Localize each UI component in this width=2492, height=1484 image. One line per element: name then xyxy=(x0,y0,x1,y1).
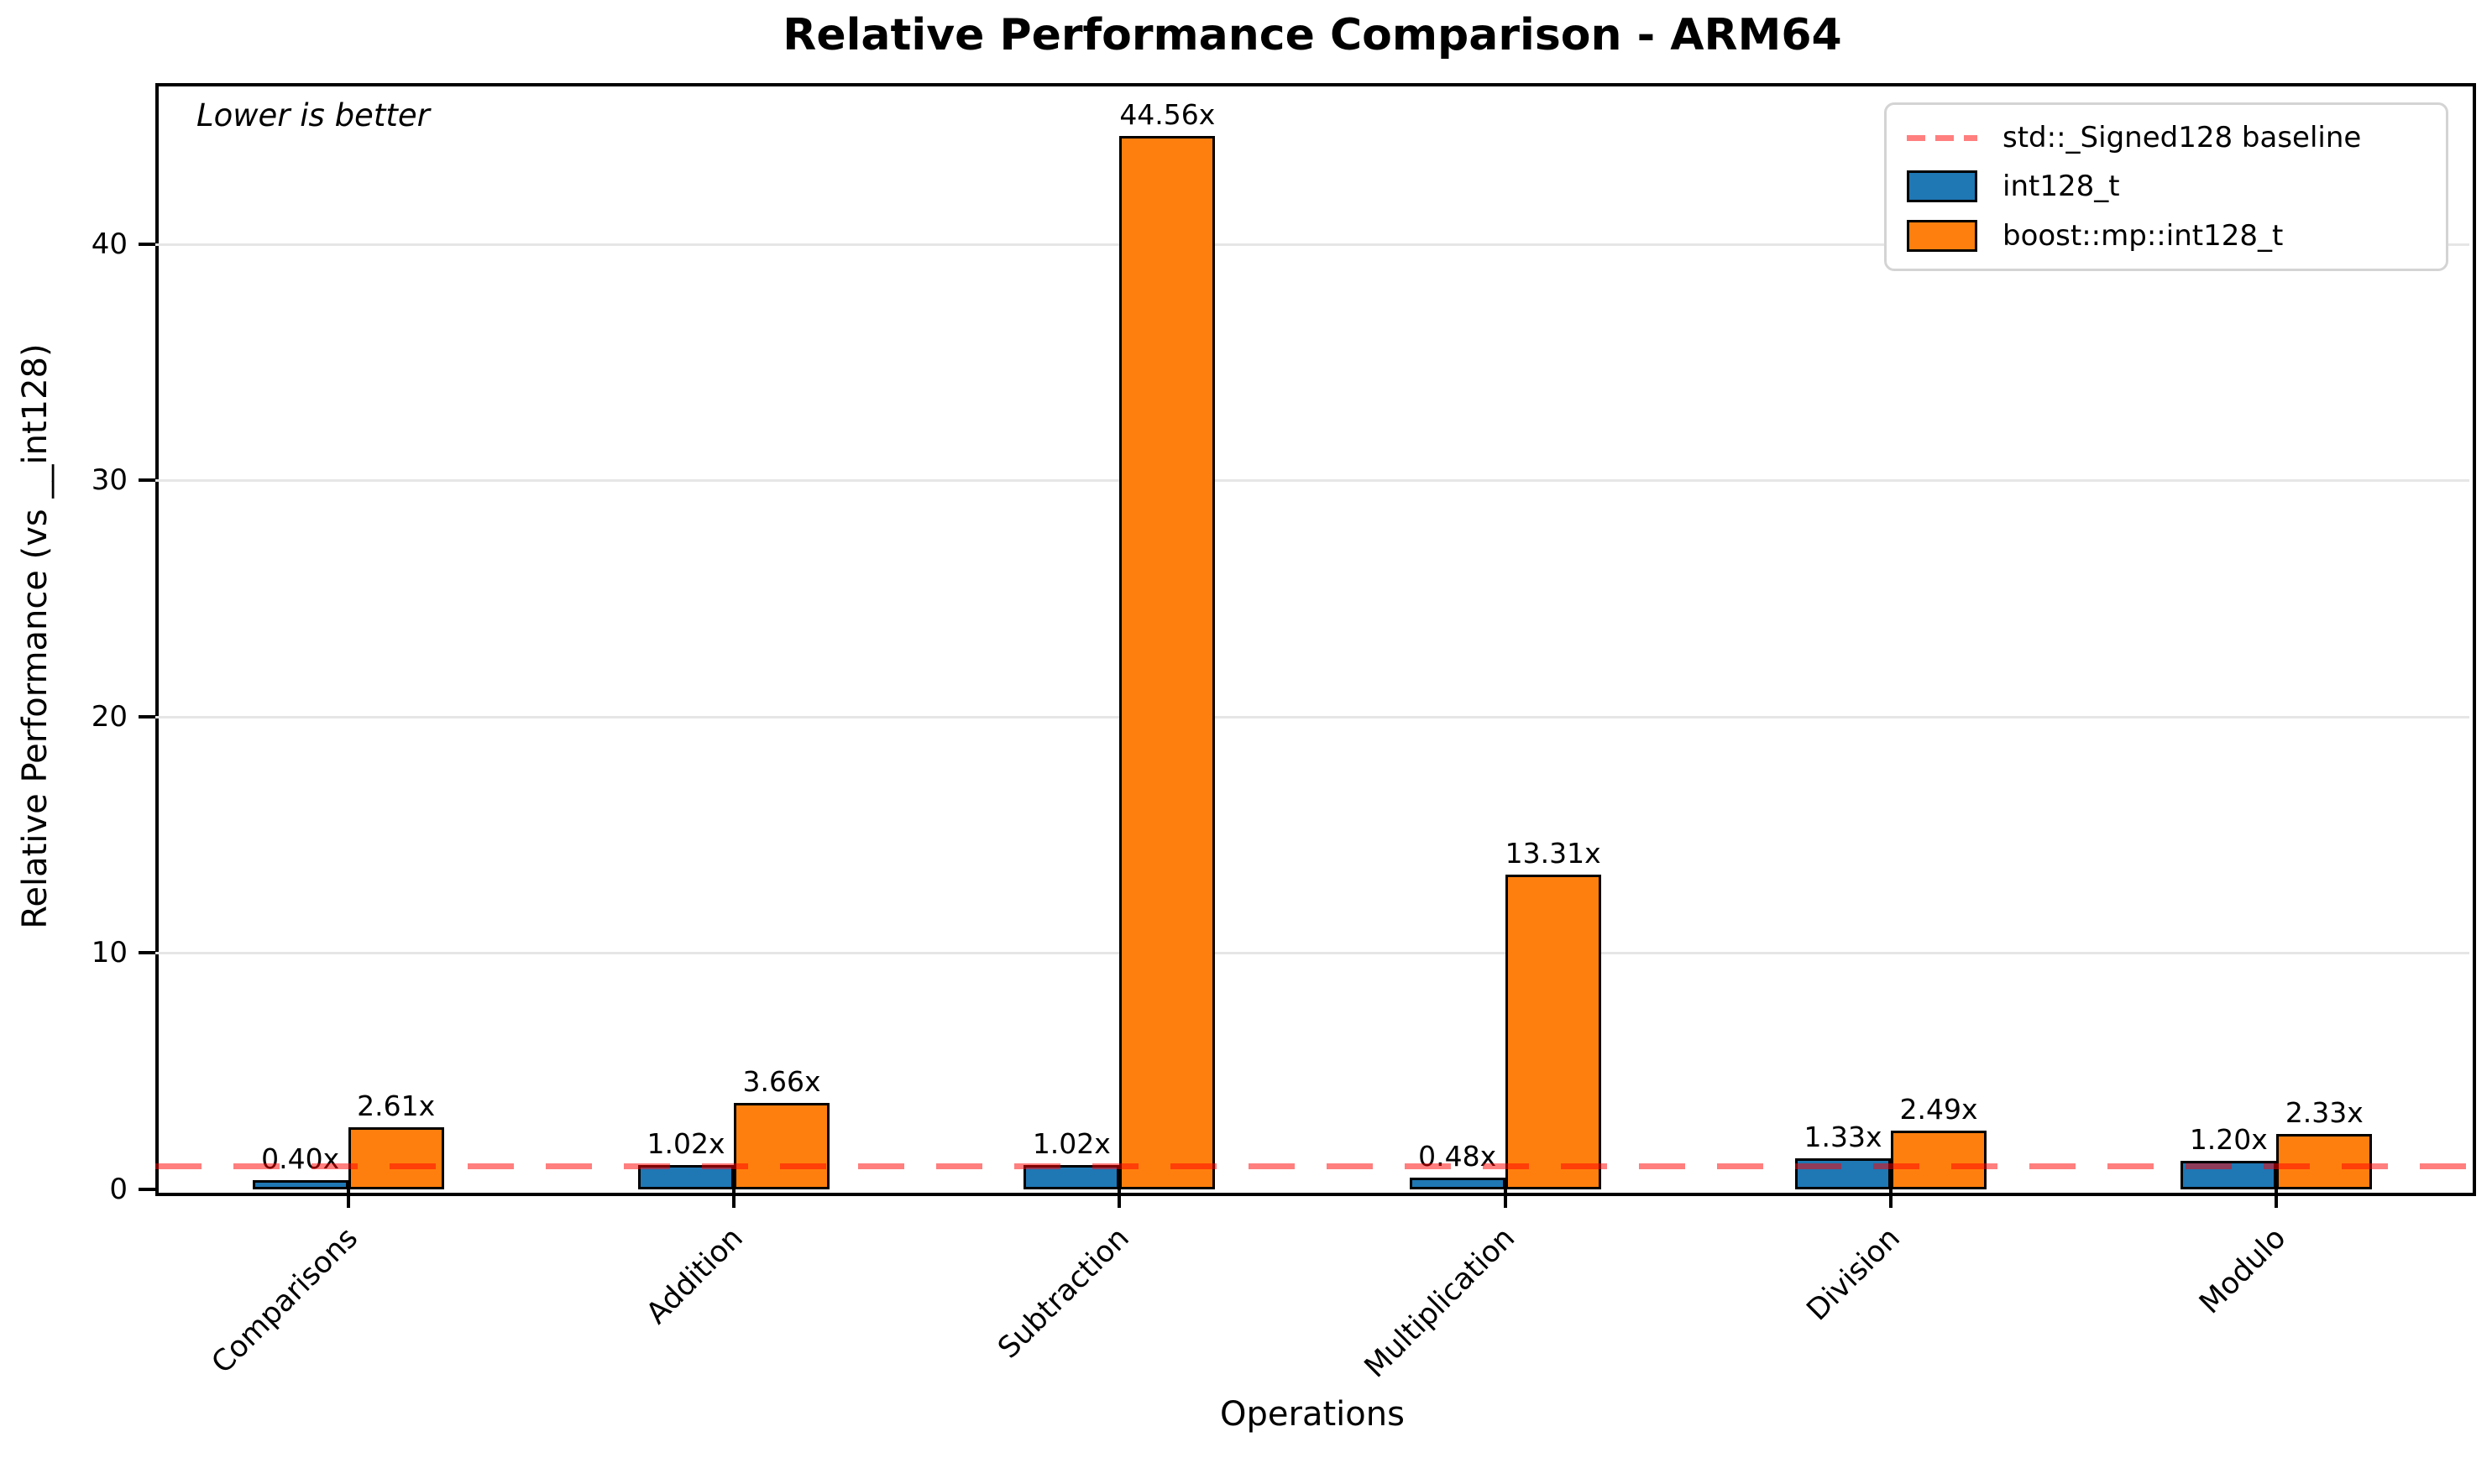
y-tick-label: 40 xyxy=(91,227,128,261)
x-tick-label: Addition xyxy=(640,1221,751,1331)
x-tick-label: Comparisons xyxy=(205,1221,364,1381)
y-gridline xyxy=(155,479,2469,483)
x-tick-label: Multiplication xyxy=(1358,1221,1521,1385)
y-gridline xyxy=(155,243,2469,246)
bar-boost-mp-int128-t-subtraction xyxy=(1119,136,1216,1189)
x-axis-label: Operations xyxy=(1220,1395,1405,1434)
bar-int128-t-division xyxy=(1795,1157,1891,1189)
y-tick-mark xyxy=(139,1188,155,1191)
bar-int128-t-comparisons xyxy=(252,1179,348,1189)
y-tick-label: 0 xyxy=(109,1173,128,1206)
bar-value-label: 2.61x xyxy=(357,1089,436,1123)
bar-value-label: 13.31x xyxy=(1505,837,1601,870)
bar-boost-mp-int128-t-multiplication xyxy=(1505,875,1601,1189)
chart-title: Relative Performance Comparison - ARM64 xyxy=(783,10,1842,60)
baseline-dashed-line xyxy=(155,1163,2469,1169)
bar-value-label: 1.20x xyxy=(2189,1123,2268,1157)
bar-boost-mp-int128-t-comparisons xyxy=(348,1127,444,1189)
x-tick-label: Modulo xyxy=(2193,1221,2293,1321)
bar-value-label: 3.66x xyxy=(742,1064,821,1098)
bar-value-label: 2.33x xyxy=(2285,1096,2364,1130)
legend-label-int128: int128_t xyxy=(2002,170,2120,204)
x-tick-mark xyxy=(346,1189,350,1208)
x-tick-mark xyxy=(2275,1189,2279,1208)
y-tick-mark xyxy=(139,714,155,718)
x-tick-label: Subtraction xyxy=(992,1221,1136,1366)
x-tick-label: Division xyxy=(1800,1221,1908,1328)
y-axis-label: Relative Performance (vs __int128) xyxy=(16,343,55,929)
x-tick-mark xyxy=(732,1189,736,1208)
bar-boost-mp-int128-t-division xyxy=(1891,1130,1987,1189)
bar-boost-mp-int128-t-modulo xyxy=(2276,1134,2373,1189)
int128-color-swatch xyxy=(1907,170,1977,203)
bar-value-label: 2.49x xyxy=(1899,1092,1978,1126)
y-tick-mark xyxy=(139,951,155,955)
legend-label-baseline: std::_Signed128 baseline xyxy=(2002,121,2362,155)
legend: std::_Signed128 baseline int128_t boost:… xyxy=(1884,102,2448,271)
y-tick-mark xyxy=(139,478,155,483)
legend-item-boost: boost::mp::int128_t xyxy=(1887,212,2446,259)
legend-item-int128: int128_t xyxy=(1887,163,2446,210)
y-gridline xyxy=(155,952,2469,955)
bar-value-label: 44.56x xyxy=(1119,98,1216,132)
y-tick-label: 20 xyxy=(91,699,128,734)
bar-value-label: 1.02x xyxy=(1032,1127,1111,1161)
y-tick-mark xyxy=(139,242,155,246)
legend-label-boost: boost::mp::int128_t xyxy=(2002,218,2284,253)
bar-boost-mp-int128-t-addition xyxy=(734,1102,830,1189)
legend-item-baseline: std::_Signed128 baseline xyxy=(1887,114,2446,161)
baseline-dashed-line-swatch xyxy=(1907,134,1977,141)
boost-color-swatch xyxy=(1907,219,1977,252)
bar-value-label: 1.33x xyxy=(1804,1120,1882,1153)
bar-value-label: 1.02x xyxy=(647,1127,725,1161)
bar-int128-t-multiplication xyxy=(1409,1178,1505,1189)
y-tick-label: 10 xyxy=(91,936,128,970)
x-tick-mark xyxy=(1503,1189,1507,1208)
lower-is-better-annotation: Lower is better xyxy=(196,97,430,133)
x-tick-mark xyxy=(1889,1189,1893,1208)
y-tick-label: 30 xyxy=(91,463,128,498)
bar-value-label: 0.40x xyxy=(261,1142,340,1175)
y-gridline xyxy=(155,715,2469,718)
x-tick-mark xyxy=(1118,1189,1122,1208)
